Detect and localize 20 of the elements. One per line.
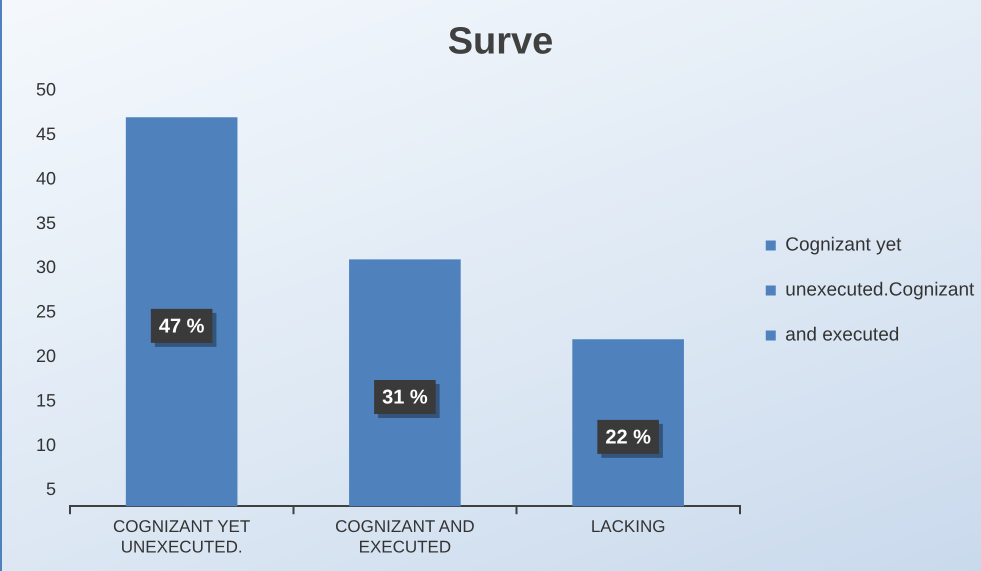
x-tick-label: COGNIZANT YET UNEXECUTED. (113, 517, 250, 556)
y-tick-label: 45 (36, 124, 56, 144)
legend-label: and executed (785, 324, 900, 346)
chart-title: Surve (448, 20, 554, 62)
y-tick-label: 10 (36, 434, 56, 455)
legend-label: Cognizant yet (785, 234, 902, 256)
x-tick-label: LACKING (590, 517, 666, 536)
y-tick-label: 30 (36, 257, 56, 278)
data-label: 47 % (158, 315, 205, 338)
y-tick-label: 35 (36, 212, 56, 233)
data-label: 22 % (605, 426, 652, 448)
data-label: 31 % (382, 386, 428, 408)
y-tick-label: 40 (36, 168, 56, 188)
y-tick-label: 25 (36, 302, 56, 322)
y-tick-label: 20 (36, 346, 56, 366)
y-tick-label: 15 (36, 390, 56, 410)
y-tick-label: 5 (46, 479, 56, 500)
legend-label: unexecuted.Cognizant (785, 280, 976, 301)
y-tick-label: 50 (36, 80, 56, 100)
x-tick-label: COGNIZANT AND EXECUTED (335, 517, 475, 556)
